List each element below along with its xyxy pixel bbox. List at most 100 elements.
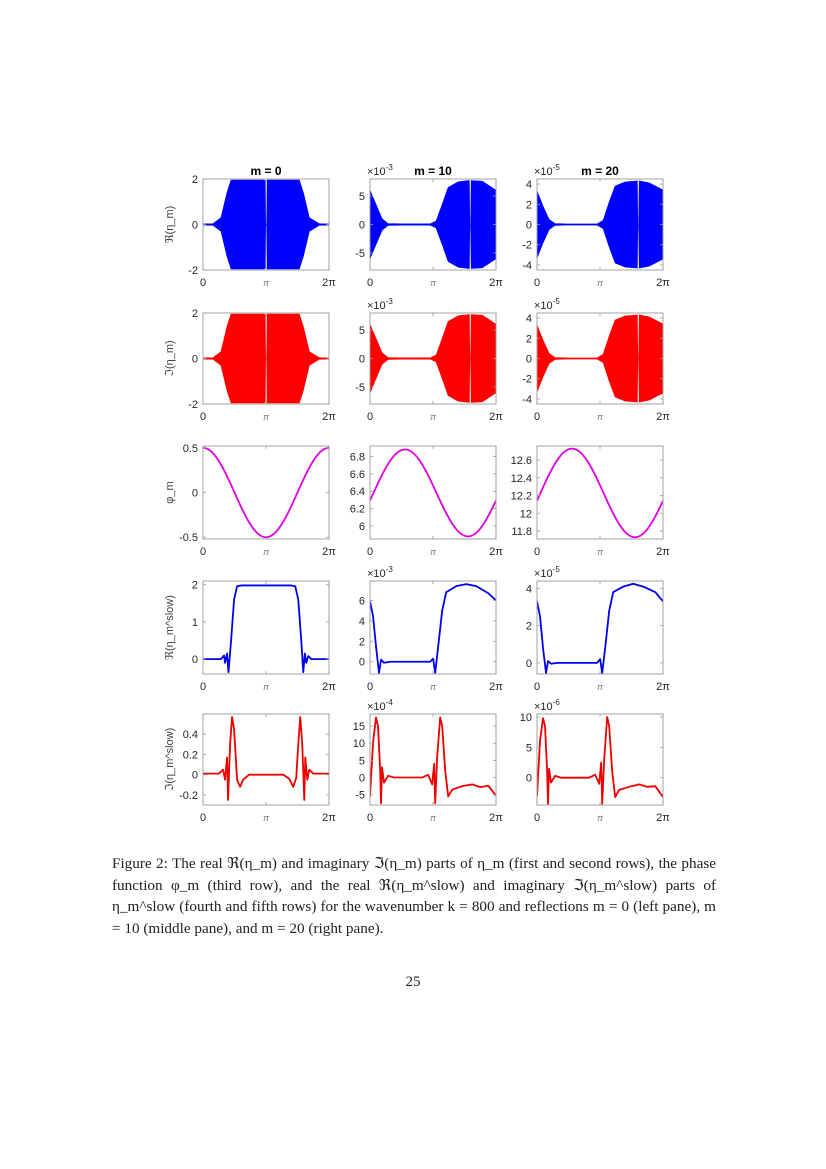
axes-box [536, 445, 664, 540]
exponent-label: ×10-5 [534, 297, 560, 312]
y-axis-label: ℜ(η_m) [164, 206, 176, 244]
y-tick-label: 0.5 [183, 443, 198, 455]
page-number: 25 [405, 974, 421, 990]
y-tick-label: 2 [192, 308, 198, 320]
subplot-r1-c2: -5 0 5 0 π 2π ×10-3 m = 10 [355, 163, 503, 289]
axes-box [202, 713, 330, 806]
x-tick-label: 0 [367, 277, 373, 289]
subplot-r5-c1: -0.200.20.40 π 2πℑ(η_m^slow) [164, 713, 336, 824]
plot-series [537, 716, 663, 805]
y-tick-label: 0 [359, 657, 365, 669]
y-tick-label: -2 [522, 240, 532, 252]
y-tick-label: 2 [526, 199, 532, 211]
y-tick-label: 4 [526, 179, 532, 191]
y-tick-label: 0 [192, 354, 198, 366]
y-tick-label: 0.2 [183, 749, 198, 761]
y-tick-label: 0 [526, 354, 532, 366]
x-tick-label: 2π [489, 277, 503, 289]
x-tick-label: 0 [367, 812, 373, 824]
x-tick-label: 0 [367, 681, 373, 693]
x-tick-label: 0 [200, 546, 206, 558]
x-tick-label: π [597, 278, 604, 288]
x-tick-label: π [430, 682, 437, 692]
y-axis-label: φ_m [164, 481, 176, 503]
subplot-r3-c3: 11.8 12 12.2 12.4 12.6 0 π 2π [511, 445, 670, 558]
y-tick-label: 12.6 [511, 455, 532, 467]
subplot-r5-c3: 0 5 10 0 π 2π ×10-6 [520, 698, 671, 824]
y-axis-label: ℑ(η_m^slow) [164, 728, 176, 792]
y-tick-label: 2 [526, 333, 532, 345]
x-tick-label: 2π [322, 812, 336, 824]
y-tick-label: 15 [353, 721, 365, 733]
plot-series [370, 448, 496, 538]
y-tick-label: 6.2 [350, 504, 365, 516]
x-tick-label: 2π [322, 681, 336, 693]
y-tick-label: -2 [522, 374, 532, 386]
x-tick-label: 2π [656, 546, 670, 558]
x-tick-label: 2π [489, 411, 503, 423]
x-tick-label: 0 [367, 411, 373, 423]
x-tick-label: 0 [534, 277, 540, 289]
x-tick-label: π [597, 547, 604, 557]
y-tick-label: 2 [192, 174, 198, 186]
exponent-label: ×10-5 [534, 565, 560, 580]
y-tick-label: -5 [355, 382, 365, 394]
y-tick-label: -4 [522, 394, 532, 406]
plot-series [537, 447, 663, 539]
x-tick-label: 2π [489, 546, 503, 558]
y-tick-label: 11.8 [511, 526, 532, 538]
x-tick-label: 2π [656, 812, 670, 824]
y-tick-label: 0 [192, 488, 198, 500]
x-tick-label: 0 [534, 546, 540, 558]
x-tick-label: 2π [489, 681, 503, 693]
y-tick-label: -0.5 [179, 532, 198, 544]
y-tick-label: 5 [359, 755, 365, 767]
x-tick-label: 0 [534, 411, 540, 423]
plot-series [203, 179, 329, 270]
y-tick-label: 0 [359, 354, 365, 366]
axes-box [536, 713, 664, 806]
y-axis-label: ℑ(η_m) [164, 340, 176, 376]
axes-box [202, 445, 330, 540]
plot-series [537, 582, 663, 674]
x-tick-label: π [597, 682, 604, 692]
y-tick-label: 0 [192, 220, 198, 232]
y-tick-label: 0 [526, 220, 532, 232]
y-tick-label: 4 [359, 616, 365, 628]
x-tick-label: 2π [322, 411, 336, 423]
y-tick-label: -5 [355, 790, 365, 802]
y-tick-label: -0.2 [179, 790, 198, 802]
x-tick-label: 0 [200, 411, 206, 423]
x-tick-label: 0 [200, 681, 206, 693]
y-tick-label: 0 [359, 220, 365, 232]
exponent-label: ×10-3 [367, 297, 393, 312]
y-tick-label: -2 [188, 399, 198, 411]
y-tick-label: 0.4 [183, 729, 198, 741]
y-tick-label: 6 [359, 595, 365, 607]
y-tick-label: 0 [526, 773, 532, 785]
y-tick-label: -5 [355, 248, 365, 260]
x-tick-label: π [263, 813, 270, 823]
subplot-r4-c2: 0 2 4 6 0 π 2π ×10-3 [359, 565, 503, 693]
y-tick-label: 1 [192, 617, 198, 629]
axes-box [369, 713, 497, 806]
y-tick-label: 5 [359, 325, 365, 337]
y-tick-label: 4 [526, 313, 532, 325]
exponent-label: ×10-6 [534, 698, 560, 713]
x-tick-label: π [597, 412, 604, 422]
y-tick-label: 12.2 [511, 491, 532, 503]
y-tick-label: 6.6 [350, 469, 365, 481]
x-tick-label: π [263, 278, 270, 288]
plot-series [203, 716, 329, 801]
y-tick-label: -2 [188, 265, 198, 277]
subplot-r3-c1: -0.500.50 π 2πφ_m [164, 443, 336, 558]
plot-series [370, 583, 496, 674]
exponent-label: ×10-4 [367, 698, 393, 713]
x-tick-label: 0 [200, 277, 206, 289]
x-tick-label: 2π [656, 277, 670, 289]
subplot-r1-c3: -4 -2 0 2 4 0 π 2π ×10-5 m = 20 [522, 163, 670, 289]
plot-series [370, 314, 496, 403]
x-tick-label: π [430, 547, 437, 557]
